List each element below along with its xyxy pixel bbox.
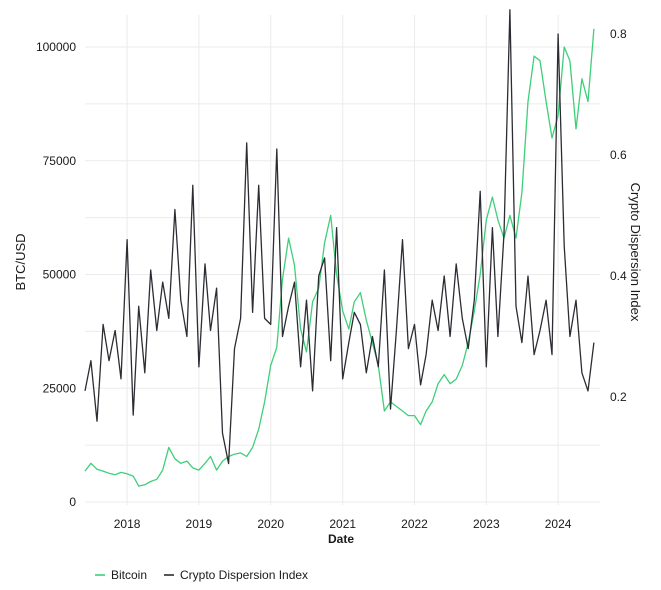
y-right-tick-label: 0.2 (610, 390, 627, 404)
legend: Bitcoin Crypto Dispersion Index (95, 568, 308, 582)
y-right-tick-label: 0.4 (610, 269, 627, 283)
x-tick-label: 2018 (114, 517, 141, 531)
legend-label-bitcoin: Bitcoin (111, 568, 147, 582)
x-tick-label: 2023 (473, 517, 500, 531)
tick-labels: 0 25000 50000 75000 100000 0.2 0.4 0.6 0.8 2018 20… (36, 27, 627, 531)
y-left-tick-label: 0 (69, 495, 76, 509)
x-tick-label: 2022 (401, 517, 428, 531)
y-left-tick-label: 100000 (36, 40, 76, 54)
y-axis-right-title: Crypto Dispersion Index (628, 183, 643, 322)
y-axis-left-title: BTC/USD (13, 233, 28, 290)
y-left-tick-label: 50000 (43, 268, 77, 282)
x-axis-title: Date (328, 532, 354, 546)
y-right-tick-label: 0.6 (610, 148, 627, 162)
x-tick-label: 2021 (329, 517, 356, 531)
x-tick-label: 2024 (545, 517, 572, 531)
series-line-crypto-dispersion-index (84, 9, 595, 465)
y-left-tick-label: 25000 (43, 381, 77, 395)
x-tick-label: 2020 (257, 517, 284, 531)
series-line-bitcoin (84, 28, 595, 487)
y-right-tick-label: 0.8 (610, 27, 627, 41)
grid (85, 15, 600, 505)
x-tick-label: 2019 (186, 517, 213, 531)
y-left-tick-label: 75000 (43, 154, 77, 168)
series-lines (84, 9, 595, 487)
legend-label-dispersion: Crypto Dispersion Index (180, 568, 308, 582)
